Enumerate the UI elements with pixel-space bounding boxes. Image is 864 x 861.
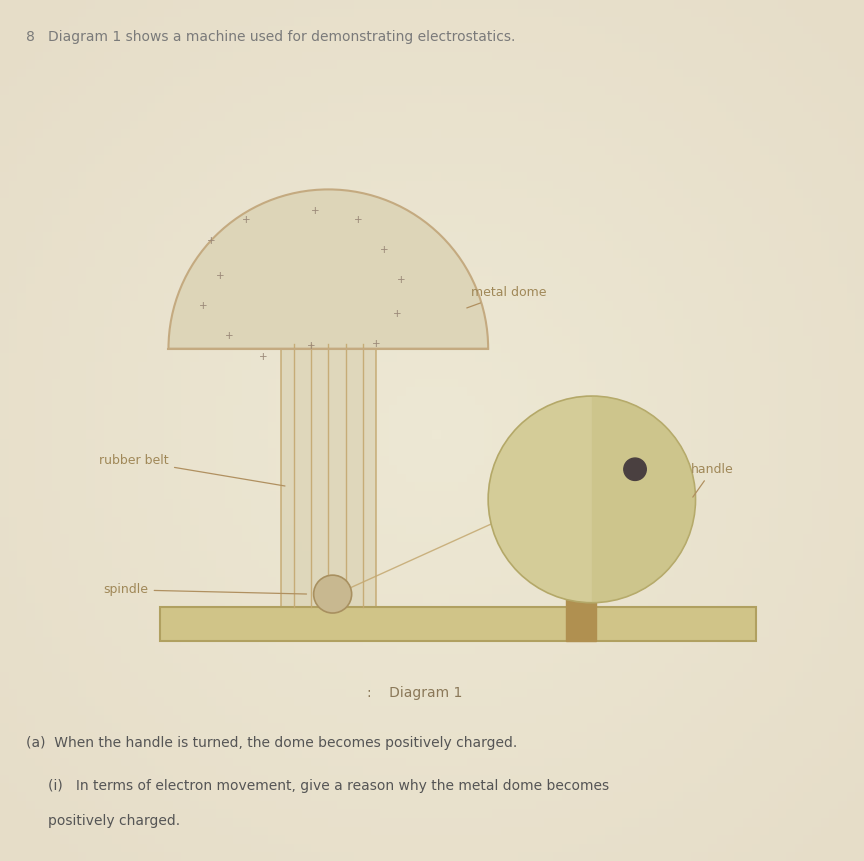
Text: handle: handle	[691, 462, 734, 497]
Text: spindle: spindle	[104, 583, 307, 597]
Text: +: +	[225, 331, 233, 341]
Text: 8   Diagram 1 shows a machine used for demonstrating electrostatics.: 8 Diagram 1 shows a machine used for dem…	[26, 30, 515, 44]
Text: metal dome: metal dome	[467, 286, 546, 308]
Bar	[281, 344, 376, 607]
Text: +: +	[380, 245, 389, 255]
Bar	[160, 607, 756, 641]
Text: (a)  When the handle is turned, the dome becomes positively charged.: (a) When the handle is turned, the dome …	[26, 736, 518, 750]
Circle shape	[488, 396, 696, 603]
Text: rubber belt: rubber belt	[99, 454, 285, 486]
Text: +: +	[372, 339, 380, 350]
Text: +: +	[311, 206, 320, 216]
Wedge shape	[168, 189, 488, 349]
Text: +: +	[259, 352, 268, 362]
Text: +: +	[393, 309, 402, 319]
Text: +: +	[354, 214, 363, 225]
Text: +: +	[207, 236, 216, 246]
Text: +: +	[397, 275, 406, 285]
Text: (i)   In terms of electron movement, give a reason why the metal dome becomes: (i) In terms of electron movement, give …	[48, 779, 608, 793]
Circle shape	[314, 575, 352, 613]
Text: positively charged.: positively charged.	[48, 814, 180, 827]
Text: +: +	[216, 270, 225, 281]
Bar	[566, 598, 596, 641]
Text: +: +	[199, 300, 207, 311]
Circle shape	[624, 458, 646, 480]
Wedge shape	[592, 396, 696, 603]
Text: +: +	[242, 214, 251, 225]
Text: +: +	[307, 341, 315, 351]
Text: :    Diagram 1: : Diagram 1	[367, 686, 462, 700]
